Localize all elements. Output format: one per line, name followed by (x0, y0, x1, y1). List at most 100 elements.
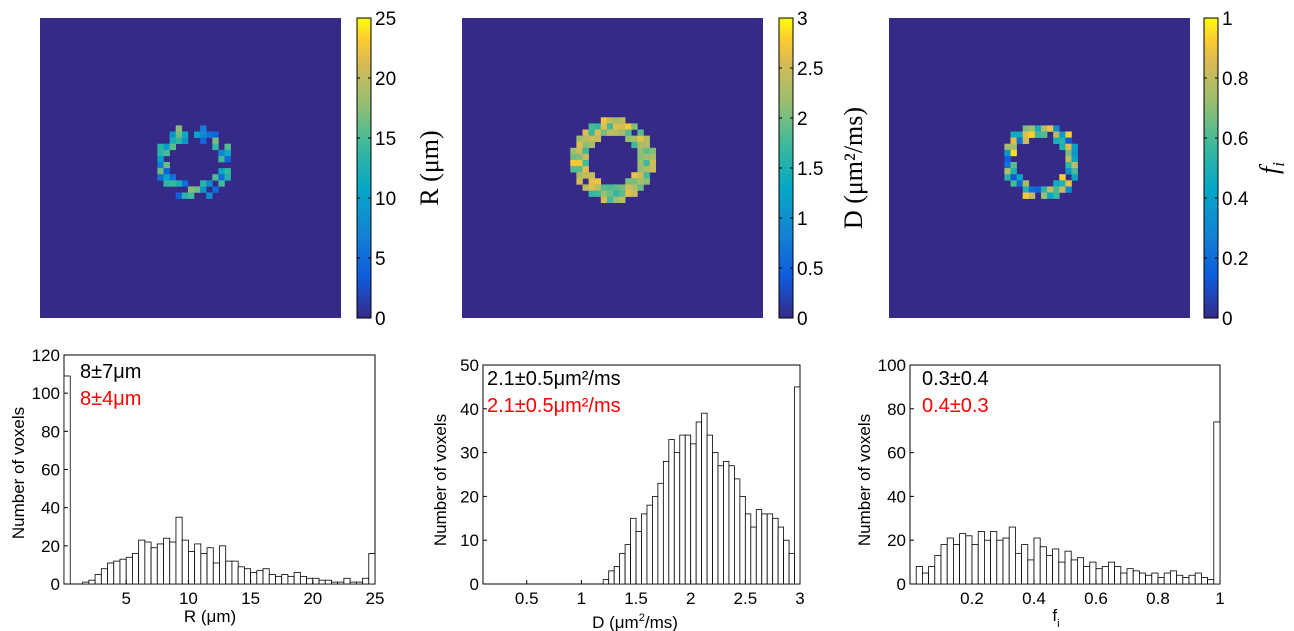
histogram-bar (777, 526, 785, 585)
colorbar-tick-label: 25 (375, 9, 396, 30)
annotation-fi-all: 0.3±0.4 (922, 368, 989, 390)
map-pixel (218, 155, 225, 163)
map-pixel (613, 117, 620, 124)
map-pixel (637, 153, 644, 161)
map-pixel (606, 123, 614, 130)
histogram-bar (783, 539, 790, 585)
xlabel-r: R (μm) (184, 607, 236, 626)
histogram-bar (169, 541, 177, 585)
map-pixel (576, 141, 583, 149)
map-pixel (625, 123, 632, 130)
map-pixel (1028, 186, 1036, 193)
map-pixel (1071, 155, 1078, 163)
map-pixel (619, 190, 626, 197)
map-pixel (181, 180, 189, 187)
histogram-bar (212, 562, 220, 585)
map-pixel (1010, 162, 1017, 169)
map-pixel (206, 180, 213, 187)
map-pixel (582, 160, 589, 167)
map-pixel (649, 160, 656, 167)
map-pixel (157, 149, 164, 157)
map-pixel (606, 196, 614, 203)
histogram-bar (673, 452, 681, 585)
map-pixel (169, 174, 176, 181)
map-pixel (1065, 162, 1072, 169)
map-pixel (1065, 143, 1072, 151)
histogram-bar (990, 531, 998, 585)
y-tick-label: 60 (41, 461, 60, 480)
map-pixel (594, 129, 602, 136)
map-pixel (649, 153, 656, 161)
map-pixel (594, 178, 602, 185)
histogram-bar (256, 570, 264, 585)
histogram-bar (324, 579, 332, 585)
histogram-bar (181, 539, 189, 585)
map-pixel (1022, 186, 1030, 193)
map-pixel (594, 135, 602, 142)
map-pixel (163, 168, 170, 175)
map-pixel (224, 174, 231, 181)
histogram-bar (915, 566, 923, 585)
map-panel-fi: 1 0.8 0.6 0.4 0.2 0 fi (889, 9, 1288, 330)
histogram-bar (262, 568, 270, 585)
map-panel-d: 3 2.5 2 1.5 1 0.5 0 D (μm²/ms) (462, 9, 868, 330)
map-pixel (175, 125, 183, 132)
histogram-bar (343, 577, 351, 585)
histogram-bar (772, 517, 779, 585)
histogram-bar (1101, 566, 1109, 585)
histogram-bar (657, 482, 664, 585)
map-pixel (582, 166, 589, 173)
colorbar-ticks-d: 3 2.5 2 1.5 1 0.5 0 (779, 9, 823, 330)
map-pixel (631, 141, 638, 149)
map-pixel (588, 135, 595, 142)
map-pixel (200, 180, 207, 187)
map-pixel (1065, 180, 1072, 187)
colorbar-tick-label: 2 (797, 109, 808, 130)
annotation-d-fit: 2.1±0.5μm²/ms (487, 395, 621, 417)
ylabel-r: Number of voxels (9, 407, 28, 539)
map-pixel (1041, 125, 1048, 132)
colorbar-tick-label: 0.2 (1222, 249, 1248, 270)
histogram-bar (206, 547, 214, 585)
histogram-bar (1176, 574, 1184, 585)
map-pixel (181, 131, 189, 138)
y-tick-label: 80 (41, 422, 60, 441)
map-pixel (576, 160, 583, 167)
map-pixel (1065, 131, 1072, 138)
map-pixel (582, 172, 589, 179)
map-pixel (175, 192, 183, 199)
histogram-bar (608, 570, 615, 585)
histogram-bar (1170, 570, 1178, 585)
map-pixel (218, 168, 225, 175)
map-pixel (606, 184, 614, 191)
y-tick-label: 80 (887, 400, 906, 419)
histogram-bar (144, 541, 152, 585)
histogram-bar (934, 555, 942, 585)
map-pixel (588, 190, 595, 197)
map-pixel (1028, 131, 1036, 138)
histogram-bar (977, 531, 985, 585)
histogram-bar (1151, 572, 1159, 585)
map-pixel (200, 186, 207, 193)
histogram-bar (646, 504, 653, 585)
map-pixel (200, 131, 207, 138)
histogram-bar (1145, 574, 1153, 585)
map-pixel (1022, 192, 1030, 199)
map-pixel (613, 123, 620, 130)
map-pixel (1022, 180, 1030, 187)
colorbar-tick-label: 15 (375, 129, 396, 150)
histogram-bar (306, 577, 314, 585)
map-pixel (1053, 186, 1060, 193)
map-pixel (588, 172, 595, 179)
map-pixel (157, 174, 164, 181)
map-pixel (169, 137, 176, 144)
histogram-bar (237, 566, 245, 585)
map-pixel (1065, 149, 1072, 157)
histogram-bar (275, 575, 283, 585)
colorbar-tick-label: 10 (375, 189, 396, 210)
map-pixel (1016, 174, 1023, 181)
histogram-bar (1120, 572, 1128, 585)
map-pixel (181, 137, 189, 144)
x-tick-label: 0.8 (1146, 589, 1170, 608)
map-pixel (613, 184, 620, 191)
